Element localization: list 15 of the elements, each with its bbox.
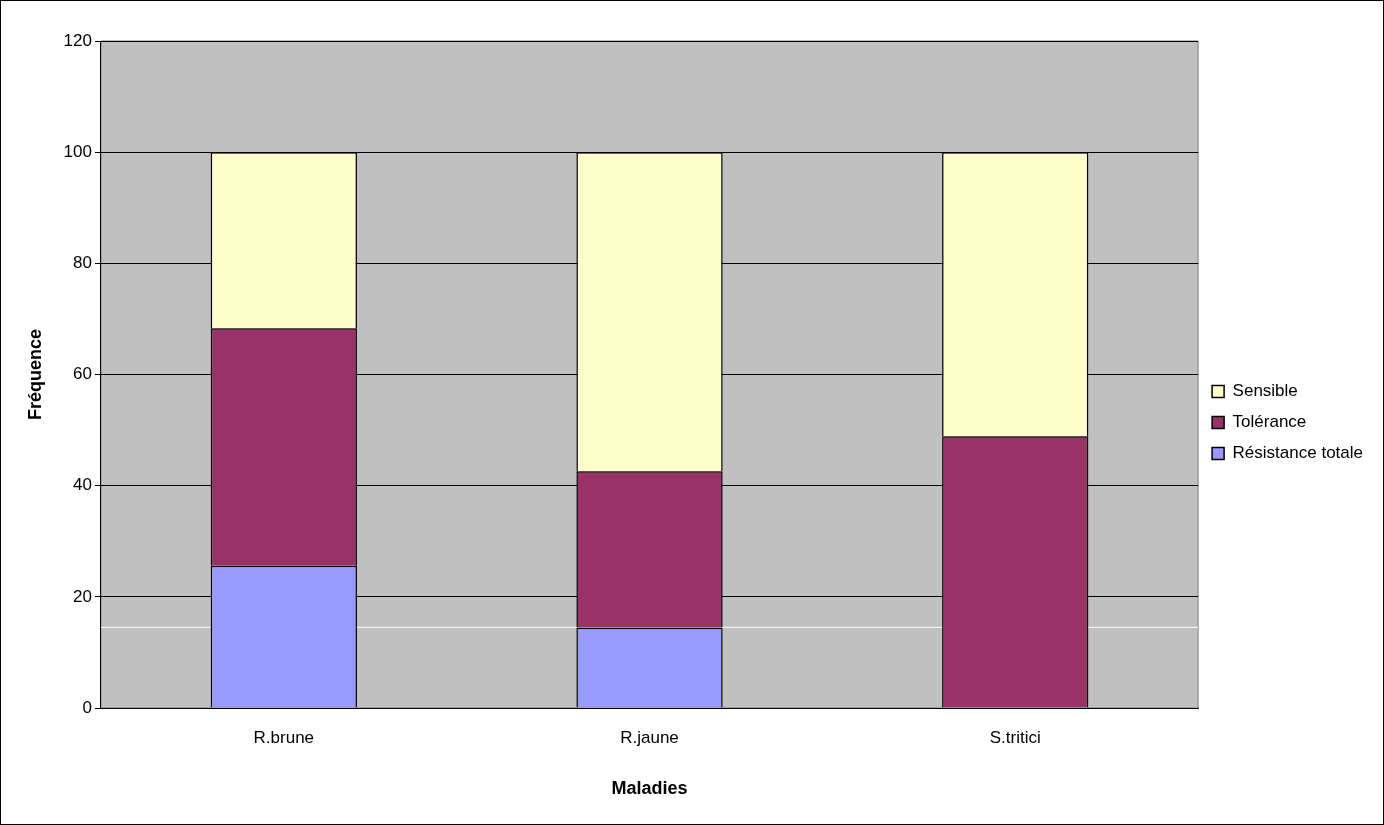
- y-tick-label: 20: [73, 586, 92, 606]
- y-tick-label: 0: [82, 697, 92, 717]
- x-tick-label: S.tritici: [989, 727, 1041, 747]
- x-tick-label: R.brune: [253, 727, 315, 747]
- legend-label: Sensible: [1232, 381, 1298, 401]
- y-tick-label: 40: [73, 475, 92, 495]
- y-tick-label: 60: [73, 364, 92, 384]
- x-axis-title: Maladies: [611, 778, 688, 799]
- y-tick-label: 120: [63, 30, 92, 50]
- x-tick-label: R.jaune: [620, 727, 679, 747]
- y-axis-title: Fréquence: [24, 328, 45, 421]
- legend-label: Résistance totale: [1232, 443, 1363, 463]
- y-tick-label: 100: [63, 141, 92, 161]
- y-tick-label: 80: [73, 253, 92, 273]
- legend-label: Tolérance: [1232, 412, 1307, 432]
